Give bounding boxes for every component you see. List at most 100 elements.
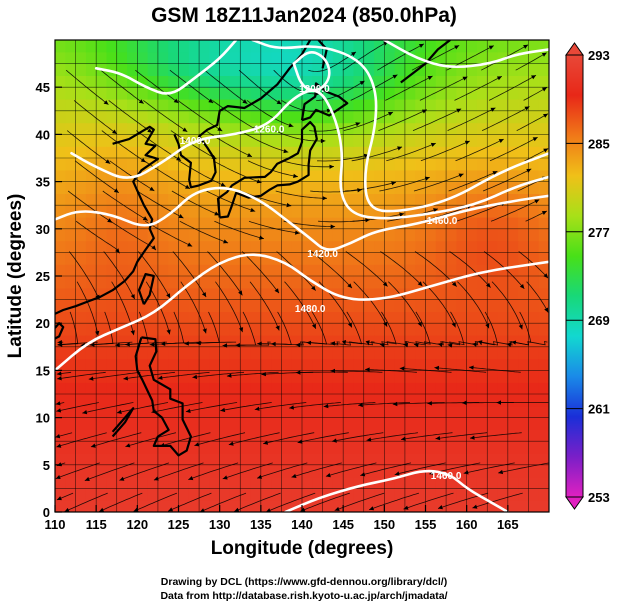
field-cell (96, 134, 108, 147)
x-tick-label: 120 (126, 517, 148, 532)
field-cell (394, 358, 406, 371)
streamline-arrow (311, 285, 316, 291)
streamline (188, 462, 239, 480)
field-cell (75, 299, 87, 312)
field-cell (281, 453, 293, 466)
field-cell (466, 453, 478, 466)
field-cell (147, 453, 159, 466)
field-cell (425, 500, 437, 512)
field-cell (75, 429, 87, 442)
field-cell (507, 488, 519, 501)
field-cell (404, 193, 416, 206)
field-cell (229, 40, 241, 53)
field-cell (528, 299, 540, 312)
field-cell (518, 63, 530, 76)
field-cell (497, 299, 509, 312)
field-cell (528, 488, 540, 501)
streamline-arrow (107, 218, 113, 223)
field-cell (518, 99, 530, 112)
field-cell (250, 40, 262, 53)
field-cell (85, 75, 97, 88)
field-cell (188, 122, 200, 135)
field-cell (65, 405, 77, 419)
field-cell (178, 299, 190, 312)
field-cell (302, 146, 313, 159)
field-cell (85, 110, 97, 124)
field-cell (538, 287, 549, 301)
field-cell (374, 358, 385, 371)
field-cell (435, 228, 447, 242)
field-cell (85, 122, 97, 135)
field-cell (384, 417, 396, 430)
field-cell (476, 158, 488, 171)
field-cell (394, 110, 406, 124)
field-cell (425, 134, 437, 147)
field-cell (65, 464, 77, 478)
field-cell (497, 158, 509, 171)
field-cell (332, 134, 344, 147)
field-cell (302, 441, 313, 454)
field-cell (168, 311, 180, 324)
streamline-arrow (355, 122, 361, 127)
field-cell (116, 264, 128, 277)
field-cell (240, 228, 252, 242)
streamline-arrow (427, 401, 432, 406)
field-cell (209, 476, 221, 489)
field-cell (168, 441, 180, 454)
field-cell (209, 382, 221, 395)
field-cell (332, 264, 344, 277)
field-cell (209, 405, 221, 419)
field-cell (374, 110, 385, 124)
field-cell (302, 110, 313, 124)
field-cell (497, 169, 509, 183)
field-cell (332, 476, 344, 489)
field-cell (404, 40, 416, 53)
field-cell (106, 382, 118, 395)
field-cell (199, 217, 210, 230)
field-cell (127, 240, 138, 253)
streamline (468, 366, 521, 373)
field-cell (137, 299, 149, 312)
field-cell (404, 181, 416, 194)
field-cell (507, 299, 519, 312)
field-cell (271, 311, 283, 324)
streamline (241, 251, 280, 294)
field-cell (435, 110, 447, 124)
field-cell (332, 217, 344, 230)
streamline-arrow (263, 440, 269, 445)
field-cell (415, 500, 427, 512)
colorbar-tick-label: 253 (588, 490, 610, 505)
field-cell (219, 394, 231, 407)
field-cell (250, 287, 262, 301)
field-cell (518, 382, 530, 395)
field-cell (281, 405, 293, 419)
field-cell (250, 87, 262, 100)
field-cell (229, 287, 241, 301)
field-cell (476, 217, 488, 230)
field-cell (507, 99, 519, 112)
field-cell (178, 382, 190, 395)
field-cell (425, 99, 437, 112)
field-cell (271, 193, 283, 206)
field-cell (106, 299, 118, 312)
field-cell (199, 158, 210, 171)
streamline (263, 432, 315, 445)
field-cell (487, 323, 499, 336)
field-cell (404, 335, 416, 348)
field-cell (487, 51, 499, 65)
field-cell (240, 240, 252, 253)
field-cell (85, 252, 97, 265)
field-cell (240, 169, 252, 183)
field-cell (168, 110, 180, 124)
field-cell (65, 87, 77, 100)
field-cell (209, 63, 221, 76)
field-cell (157, 346, 169, 360)
streamline (110, 220, 157, 251)
field-cell (322, 500, 334, 512)
field-cell (250, 441, 262, 454)
field-cell (75, 358, 87, 371)
field-cell (137, 429, 149, 442)
field-cell (240, 441, 252, 454)
field-cell (127, 51, 138, 65)
field-cell (353, 405, 365, 419)
